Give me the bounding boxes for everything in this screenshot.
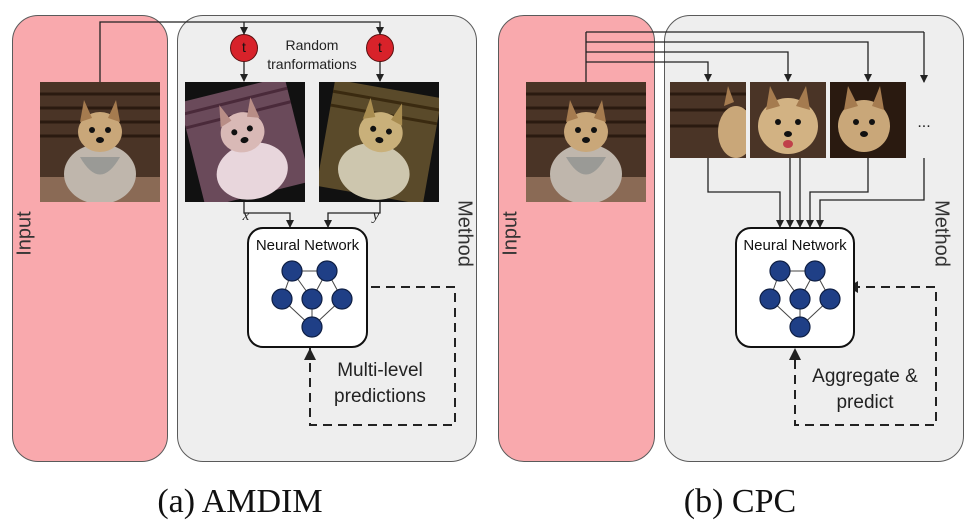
random-transform-node-2: t xyxy=(366,34,394,62)
random-transform-node-1: t xyxy=(230,34,258,62)
neural-network-title-a: Neural Network xyxy=(255,237,360,254)
feedback-label-b-line2: predict xyxy=(836,392,894,413)
transform-label-line1: Random xyxy=(285,37,339,53)
transformed-image-y xyxy=(319,82,439,202)
image-patch-1 xyxy=(670,82,746,158)
neural-network-title-b: Neural Network xyxy=(743,237,847,254)
network-graph-icon-a xyxy=(271,260,353,338)
input-dog-image-a xyxy=(40,82,160,202)
feedback-label-a-line1: Multi-level xyxy=(337,360,423,381)
input-dog-image-b xyxy=(526,82,646,202)
neural-network-box-a: Neural Network xyxy=(247,227,368,348)
network-graph-icon-b xyxy=(759,260,841,338)
transformed-image-x xyxy=(185,82,305,202)
caption-a: (a) AMDIM xyxy=(157,483,323,520)
image-patch-2 xyxy=(750,82,826,158)
transform-label-line2: tranformations xyxy=(267,56,357,72)
feedback-label-a-line2: predictions xyxy=(334,386,426,407)
patch-ellipsis: ... xyxy=(917,114,931,131)
variable-y-label: y xyxy=(372,208,380,224)
image-patch-3 xyxy=(830,82,906,158)
feedback-label-b-line1: Aggregate & xyxy=(812,366,918,387)
neural-network-box-b: Neural Network xyxy=(735,227,855,348)
variable-x-label: x xyxy=(242,208,250,224)
caption-b: (b) CPC xyxy=(683,483,797,520)
